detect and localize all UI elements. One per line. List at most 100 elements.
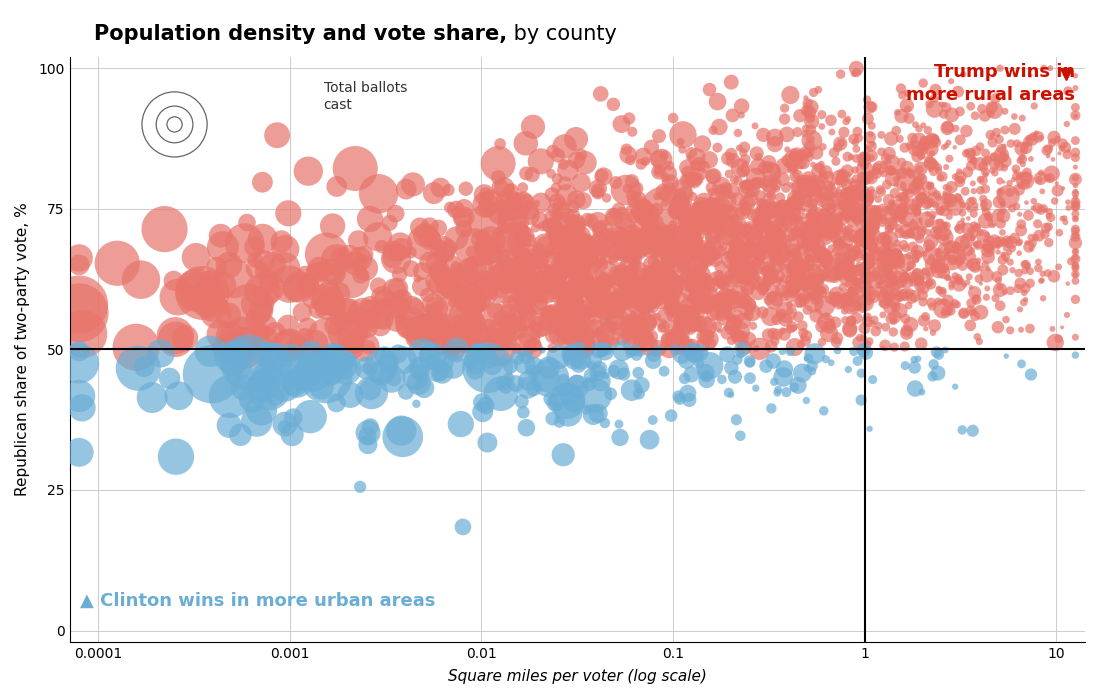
Point [812,287,829,298]
Point [581,280,598,291]
Point [874,291,892,302]
Point [568,247,585,259]
Point [793,368,811,379]
Point [625,241,642,252]
Point [490,158,507,169]
Point [554,159,572,170]
Point [910,123,927,134]
Point [664,254,682,266]
Point [845,215,862,226]
Point [877,261,894,272]
Point [817,354,835,365]
Point [965,208,982,219]
Point [839,203,857,215]
Point [732,349,749,360]
Point [683,243,701,254]
Point [994,148,1012,159]
Point [994,264,1012,275]
Point [724,323,741,334]
Point [673,144,691,155]
Point [724,110,741,121]
Point [803,240,821,251]
Point [686,236,704,247]
Point [967,145,984,157]
Point [912,163,930,174]
Point [201,275,219,286]
Point [451,308,469,319]
Point [752,284,770,295]
Point [874,231,892,242]
Point [605,208,623,219]
Point [861,208,879,219]
Point [866,273,883,284]
Point [590,185,607,196]
Point [579,275,596,287]
Point [1067,110,1085,122]
Point [880,273,898,284]
Point [381,217,398,229]
Point [432,336,450,347]
Point [70,346,88,357]
Point [416,319,433,331]
Point [961,147,979,159]
Point [693,214,711,225]
Point [593,285,611,296]
Point [606,298,624,310]
Point [630,388,648,399]
Point [695,273,713,284]
Point [1035,203,1053,214]
Point [431,182,449,193]
Point [630,340,648,352]
Point [788,197,805,208]
Point [965,185,982,196]
Point [610,419,628,430]
Point [776,329,793,340]
Point [898,276,915,287]
Point [776,236,793,247]
Point [732,333,749,344]
Point [880,156,898,167]
Point [746,238,763,250]
Point [418,324,436,336]
Point [808,187,826,199]
Point [939,272,957,283]
Point [839,235,857,246]
Point [822,115,839,126]
Point [782,261,800,273]
Point [770,271,788,282]
Point [942,305,959,317]
Point [683,303,701,315]
Point [800,239,817,250]
Point [290,282,308,293]
Point [852,214,870,225]
Point [574,340,592,351]
Point [626,299,644,310]
Point [513,396,530,407]
Point [732,326,749,337]
Point [689,236,706,247]
Point [469,349,486,360]
Point [648,259,666,271]
Point [842,207,859,218]
Point [660,168,678,179]
Point [418,289,436,301]
Point [1067,213,1085,224]
Point [887,250,904,261]
Point [568,134,585,145]
Point [666,252,683,264]
Point [296,268,314,279]
Point [926,103,944,115]
Point [392,301,409,312]
Point [1014,154,1032,165]
Point [750,216,768,227]
Point [781,210,799,221]
Point [416,237,433,248]
Point [644,286,661,297]
Point [1012,324,1030,336]
Point [794,262,812,273]
Point [893,168,911,179]
Point [800,224,817,235]
Point [310,357,328,368]
Point [914,138,932,150]
Point [795,239,813,250]
